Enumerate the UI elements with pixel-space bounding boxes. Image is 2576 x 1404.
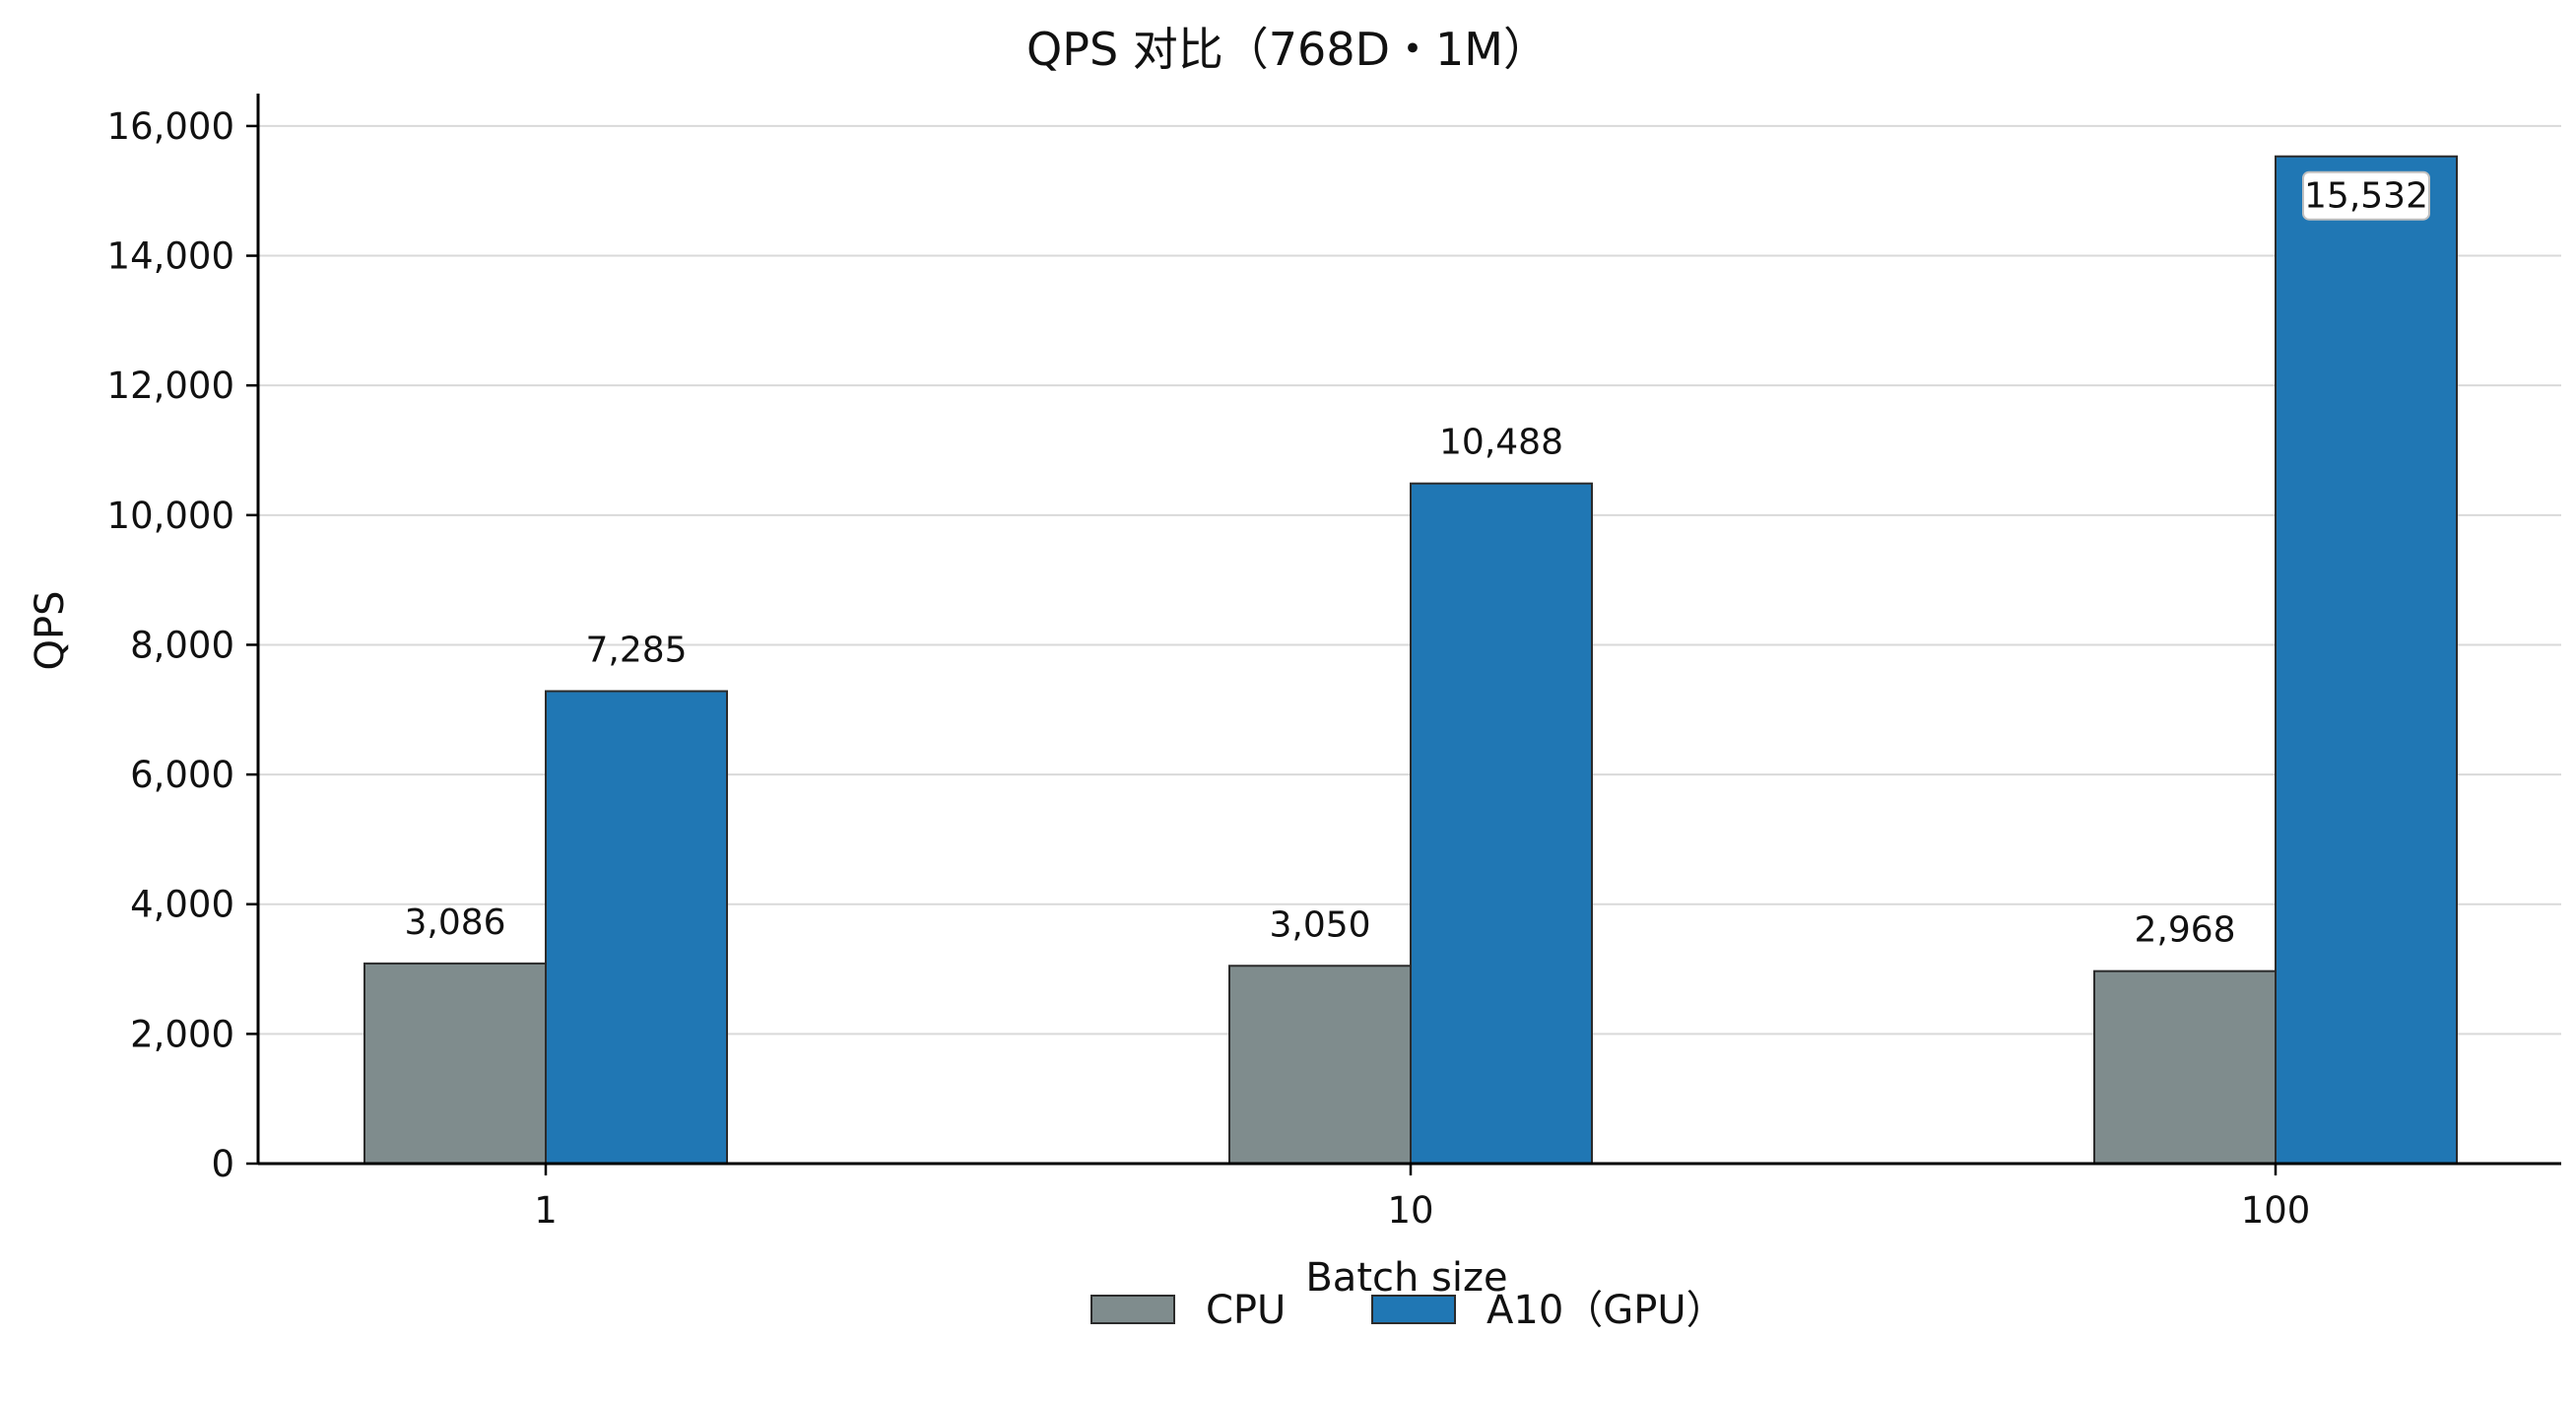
bar-gpu: [1410, 482, 1593, 1165]
x-axis-label: Batch size: [1305, 1255, 1507, 1301]
data-label: 15,532: [2304, 176, 2428, 217]
x-tick-label: 1: [534, 1189, 558, 1232]
data-label: 2,968: [2134, 910, 2235, 951]
bar-cpu: [363, 962, 547, 1165]
bar-cpu: [2093, 969, 2277, 1165]
data-label: 3,086: [404, 903, 505, 943]
y-tick-label: 10,000: [107, 495, 234, 537]
x-tick-label: 10: [1387, 1189, 1433, 1232]
data-label-box: [2302, 170, 2430, 221]
y-tick-label: 4,000: [130, 884, 234, 926]
y-tick-label: 6,000: [130, 754, 234, 796]
y-tick-label: 16,000: [107, 105, 234, 148]
data-label: 3,050: [1269, 904, 1370, 945]
bar-gpu: [2275, 155, 2458, 1166]
data-label: 10,488: [1439, 423, 1563, 463]
y-axis-label: QPS: [28, 591, 73, 671]
legend-label-cpu: CPU: [1206, 1288, 1286, 1333]
x-ticks: 1 10 100: [534, 1164, 2310, 1232]
bar-gpu: [545, 690, 728, 1165]
y-tick-label: 2,000: [130, 1013, 234, 1055]
x-tick-label: 100: [2241, 1189, 2311, 1232]
y-ticks: 0 2,000 4,000 6,000 8,000 10,000 12,000 14,000 1…: [107, 105, 258, 1185]
chart-title: QPS 对比（768D・1M）: [1026, 23, 1549, 76]
y-tick-label: 8,000: [130, 624, 234, 666]
bars: [363, 155, 2458, 1166]
data-label: 7,285: [585, 631, 687, 671]
legend-swatch-cpu: [1090, 1295, 1175, 1324]
y-tick-label: 14,000: [107, 235, 234, 278]
data-labels: 3,086 3,050 2,968 7,285 10,488 15,532: [404, 170, 2430, 951]
legend: CPU A10（GPU）: [1090, 1288, 1726, 1333]
y-tick-label: 12,000: [107, 365, 234, 407]
bar-cpu: [1228, 965, 1412, 1165]
y-tick-label: 0: [211, 1143, 234, 1185]
legend-label-gpu: A10（GPU）: [1486, 1288, 1726, 1333]
legend-swatch-gpu: [1371, 1295, 1456, 1324]
